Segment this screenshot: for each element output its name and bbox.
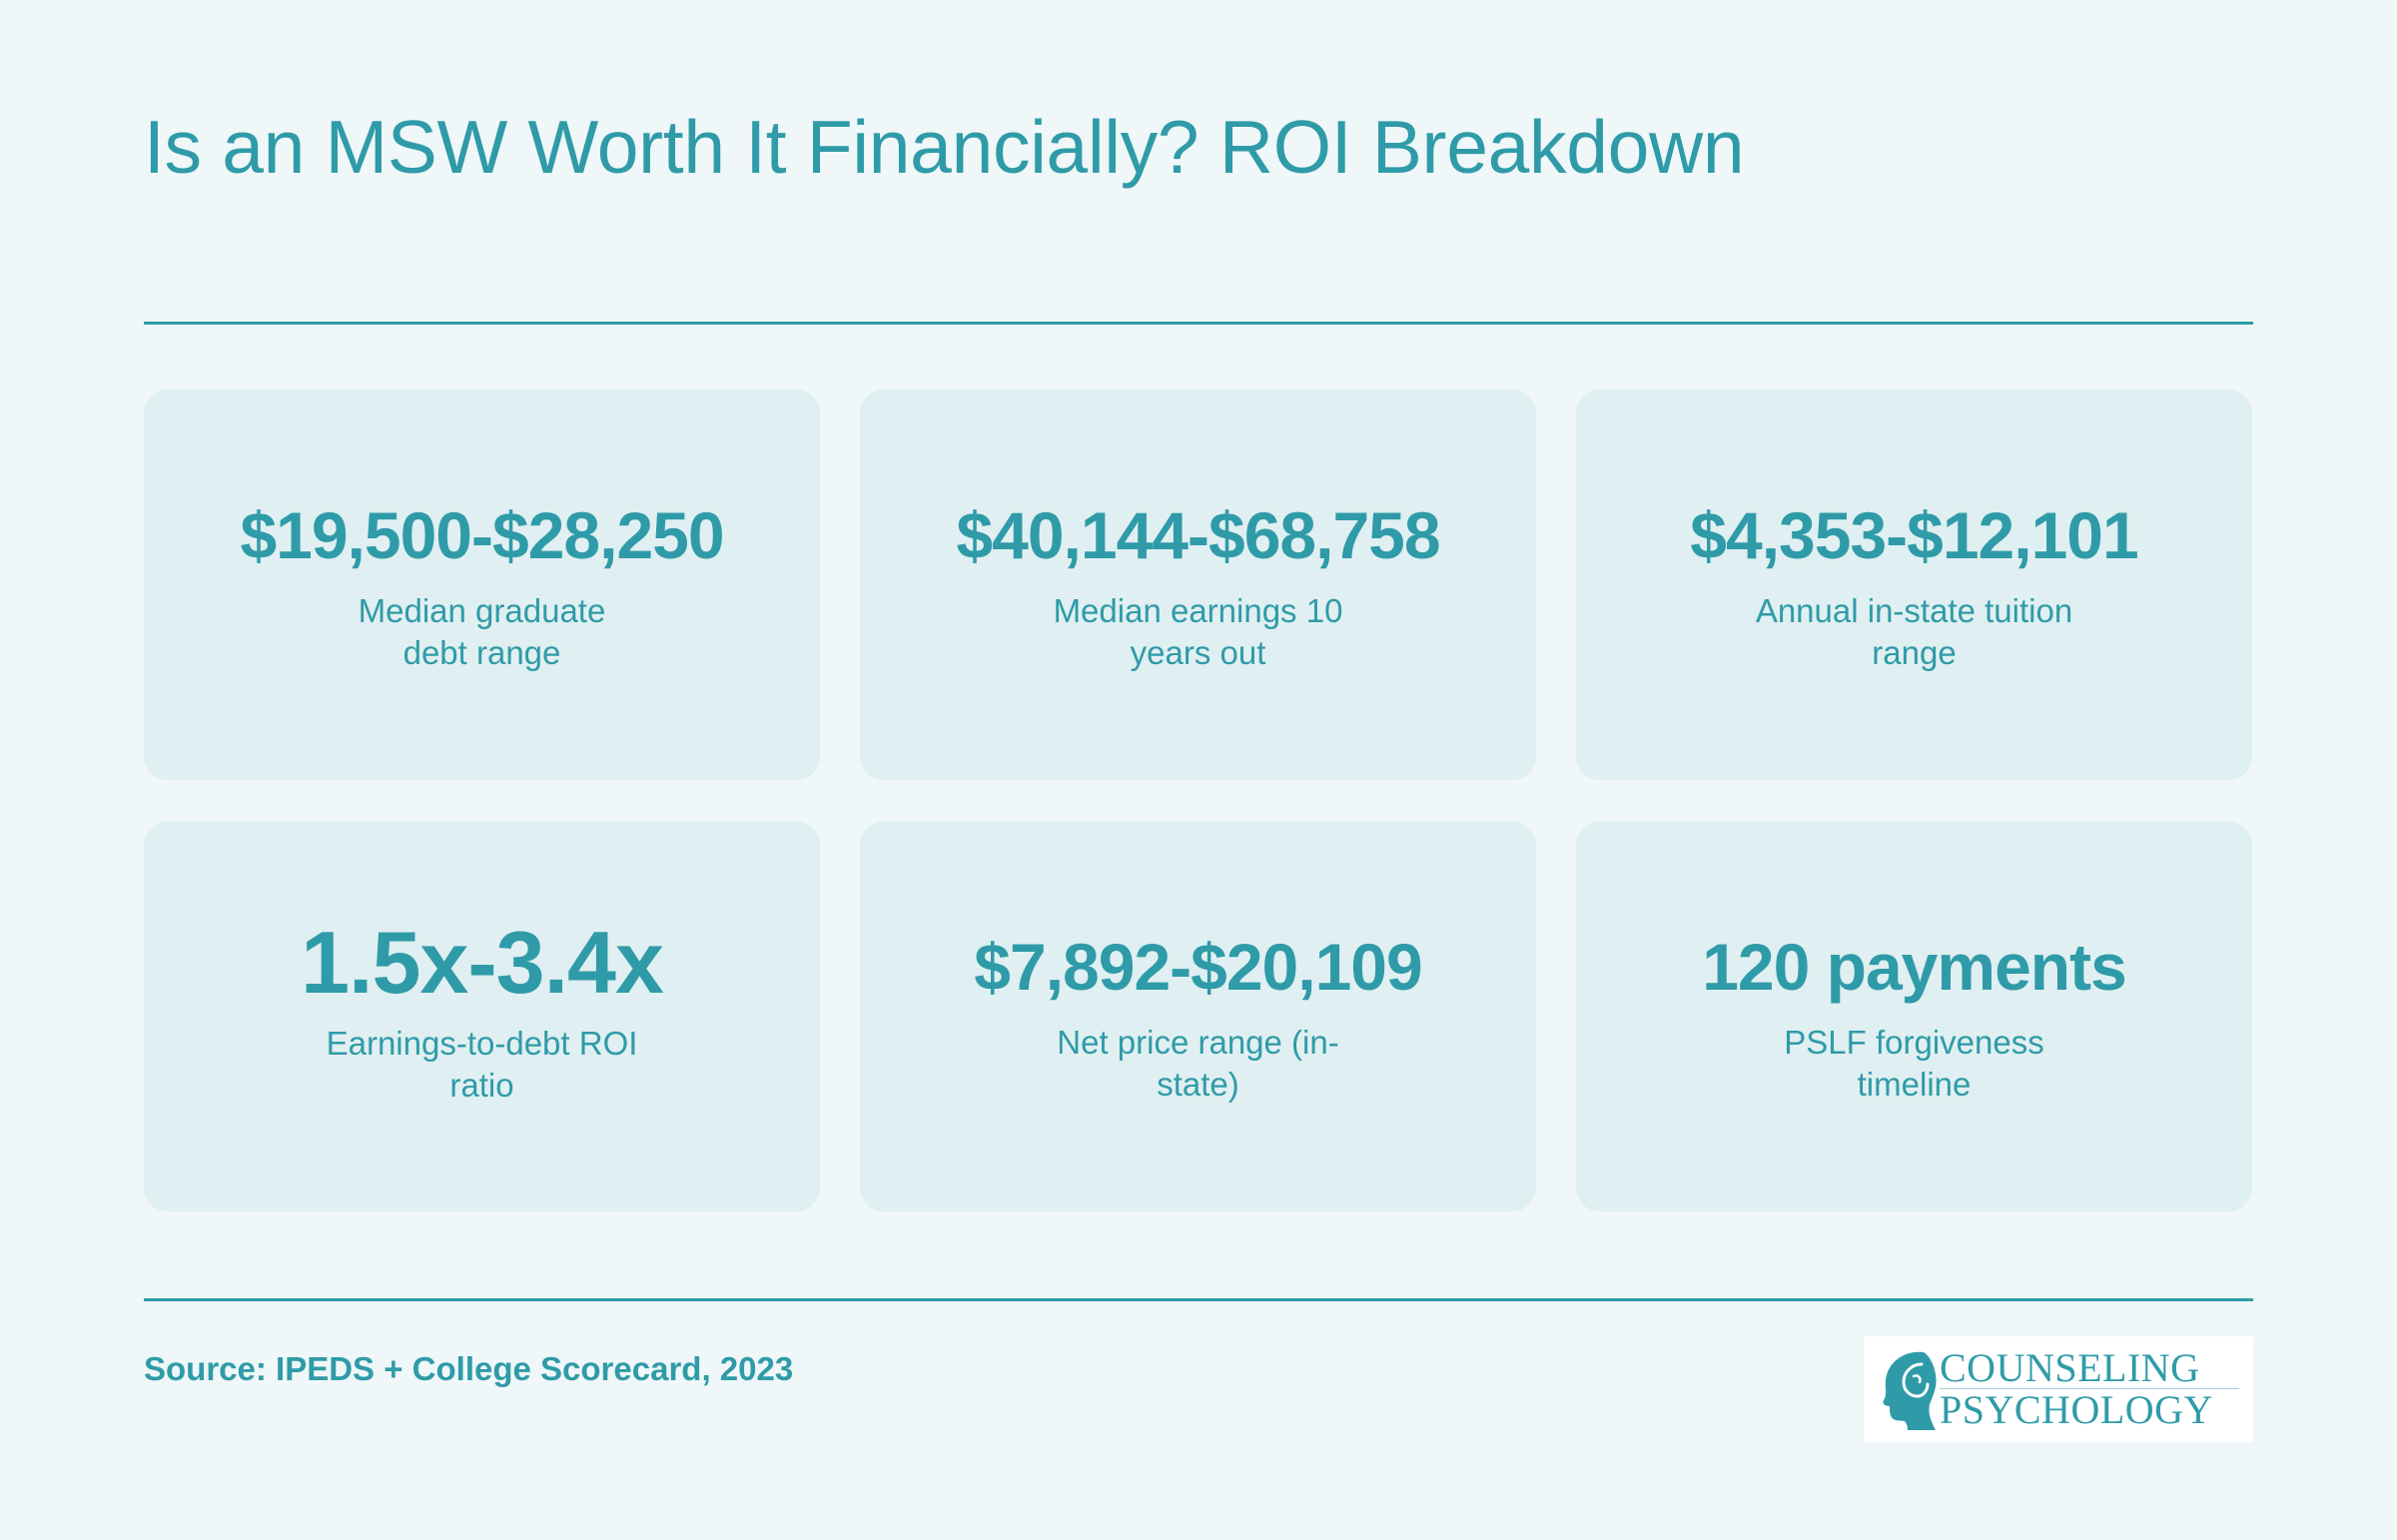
logo-text-line1: COUNSELING xyxy=(1940,1345,2200,1390)
stat-label: Annual in-state tuition range xyxy=(1755,591,2073,671)
source-note: Source: IPEDS + College Scorecard, 2023 xyxy=(144,1350,794,1387)
stat-value: $40,144-$68,758 xyxy=(956,497,1440,572)
stat-card-debt: $19,500-$28,250 Median graduate debt ran… xyxy=(144,389,820,780)
stat-value: 1.5x-3.4x xyxy=(301,912,664,1012)
stat-label: PSLF forgiveness timeline xyxy=(1784,1023,2044,1103)
stat-card-pslf: 120 payments PSLF forgiveness timeline xyxy=(1576,821,2252,1211)
head-profile-icon xyxy=(1883,1351,1937,1430)
logo-divider xyxy=(1940,1388,2239,1389)
stat-card-roi: 1.5x-3.4x Earnings-to-debt ROI ratio xyxy=(144,821,820,1211)
stat-card-net-price: $7,892-$20,109 Net price range (in-state… xyxy=(860,821,1536,1211)
stats-grid: $19,500-$28,250 Median graduate debt ran… xyxy=(144,389,2253,1211)
stat-label: Median earnings 10 years out xyxy=(1053,591,1343,671)
stat-value: $7,892-$20,109 xyxy=(974,929,1422,1004)
page-title: Is an MSW Worth It Financially? ROI Brea… xyxy=(144,105,1745,189)
stat-value: $19,500-$28,250 xyxy=(240,497,724,572)
stat-card-earnings: $40,144-$68,758 Median earnings 10 years… xyxy=(860,389,1536,780)
stat-value: 120 payments xyxy=(1702,929,2127,1004)
stat-label: Earnings-to-debt ROI ratio xyxy=(326,1024,638,1104)
stat-label: Median graduate debt range xyxy=(358,591,606,671)
stat-label: Net price range (in-state) xyxy=(1057,1023,1339,1103)
stat-card-tuition: $4,353-$12,101 Annual in-state tuition r… xyxy=(1576,389,2252,780)
logo-text-line2: PSYCHOLOGY xyxy=(1940,1387,2213,1432)
stat-value: $4,353-$12,101 xyxy=(1690,497,2138,572)
bottom-divider xyxy=(144,1298,2253,1301)
counseling-psychology-logo[interactable]: COUNSELING PSYCHOLOGY xyxy=(1864,1336,2253,1442)
top-divider xyxy=(144,322,2253,325)
